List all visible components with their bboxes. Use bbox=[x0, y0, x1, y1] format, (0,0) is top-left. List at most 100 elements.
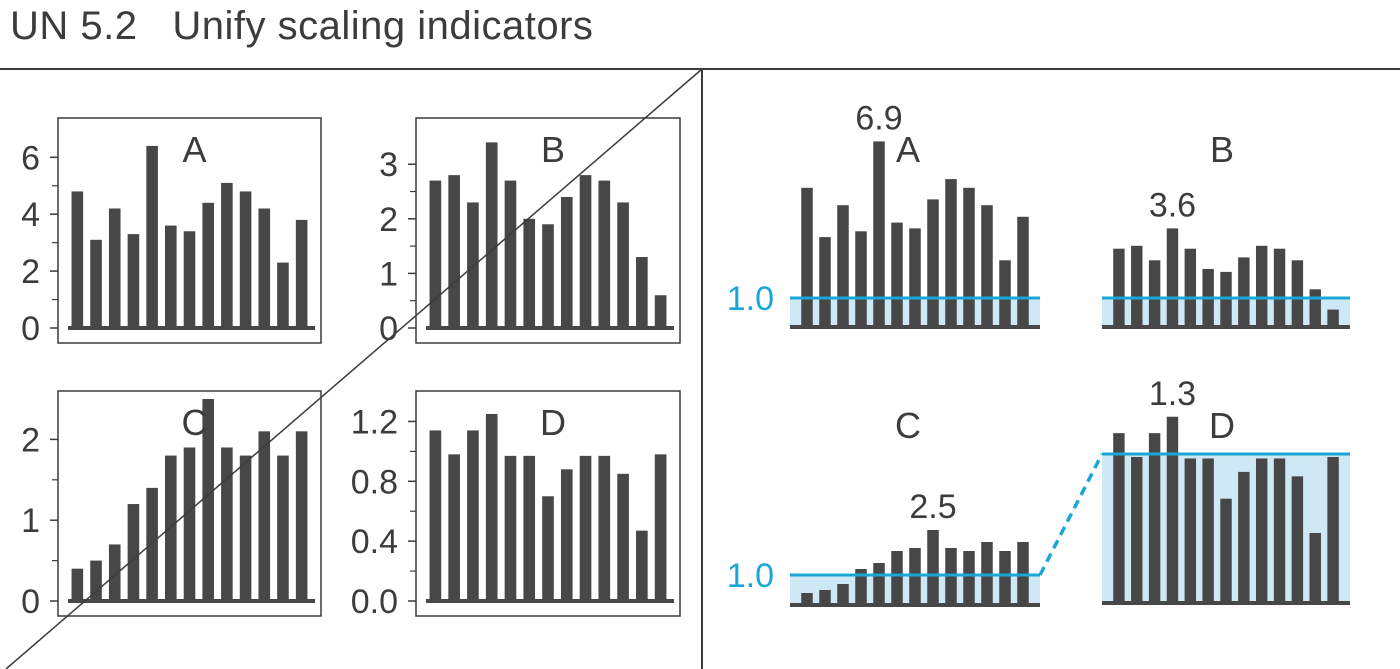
page-title: UN 5.2 Unify scaling indicators bbox=[10, 4, 594, 48]
panel-a-bar bbox=[239, 191, 252, 328]
panel-d-bar bbox=[654, 454, 667, 601]
panel-c-bar bbox=[71, 568, 84, 601]
unified-d-bar bbox=[1255, 458, 1268, 603]
panel-b-bar bbox=[467, 202, 479, 328]
panel-a-bar bbox=[277, 262, 289, 328]
panel-c-tick-label: 2 bbox=[21, 421, 40, 459]
unified-b-bar bbox=[1309, 289, 1321, 327]
panel-a-bar bbox=[221, 182, 233, 328]
unified-c-bar bbox=[999, 551, 1011, 605]
panel-c-bar bbox=[221, 447, 233, 601]
panel-d-bar bbox=[467, 430, 479, 601]
panel-d-tick-label: 0.4 bbox=[351, 523, 398, 561]
panel-c-bar bbox=[202, 399, 214, 601]
unified-b-bar bbox=[1327, 309, 1339, 327]
unified-c-bar bbox=[855, 569, 867, 605]
unified-d-bar bbox=[1131, 456, 1143, 603]
unified-c-bar bbox=[963, 551, 975, 605]
panel-d-label: D bbox=[540, 402, 566, 443]
panel-b-bar bbox=[485, 142, 498, 328]
panel-c-bar bbox=[258, 431, 271, 601]
panel-c-bar bbox=[108, 544, 121, 601]
unified-b-bar bbox=[1148, 260, 1161, 327]
panel-a-tick-label: 6 bbox=[21, 139, 40, 177]
unified-a-bar bbox=[945, 179, 957, 327]
unified-c-bar bbox=[927, 530, 939, 605]
panel-d-tick-label: 0.0 bbox=[351, 583, 398, 621]
panel-d-bar bbox=[523, 455, 536, 601]
panel-b-label: B bbox=[541, 129, 565, 170]
panel-c-label: C bbox=[182, 402, 208, 443]
unified-d-bar bbox=[1291, 476, 1304, 603]
unified-b-bar bbox=[1131, 245, 1143, 327]
panel-b-bar bbox=[579, 175, 592, 328]
unified-b-bar bbox=[1238, 257, 1250, 327]
unified-a-bar bbox=[891, 222, 903, 327]
unified-c-bar bbox=[873, 563, 885, 605]
unified-b-bar bbox=[1273, 248, 1286, 327]
panel-a-label: A bbox=[182, 129, 206, 170]
panel-b-tick-label: 1 bbox=[379, 255, 398, 293]
unified-c-max-label: 2.5 bbox=[909, 488, 956, 526]
panel-a-frame bbox=[57, 117, 322, 344]
unified-c-label: C bbox=[895, 405, 921, 446]
unified-b-bar bbox=[1255, 245, 1268, 327]
panel-b-tick-label: 2 bbox=[379, 201, 398, 239]
panel-b-bar bbox=[636, 257, 648, 328]
panel-d-bar bbox=[504, 455, 517, 601]
panel-b-bar bbox=[617, 202, 629, 328]
panel-a-bar bbox=[202, 202, 214, 328]
panel-c-bar bbox=[277, 455, 289, 601]
panel-c-bar bbox=[295, 431, 308, 601]
panel-d-tick-label: 0.8 bbox=[351, 463, 398, 501]
panel-d-bar bbox=[560, 469, 573, 601]
panel-d-bar bbox=[429, 430, 442, 601]
unified-b-max-label: 3.6 bbox=[1149, 186, 1196, 224]
panel-a-bar bbox=[90, 239, 102, 328]
panel-b-bar bbox=[654, 295, 667, 328]
panel-a-bar bbox=[127, 234, 140, 328]
panel-b-tick-label: 0 bbox=[379, 310, 398, 348]
panel-b-bar bbox=[429, 180, 442, 328]
panel-c-tick-label: 0 bbox=[21, 583, 40, 621]
panel-d-frame bbox=[415, 390, 681, 617]
panel-c-bar bbox=[239, 455, 252, 601]
unified-b-bar bbox=[1166, 228, 1179, 327]
panel-c-bar bbox=[90, 560, 102, 601]
unified-a-bar bbox=[981, 205, 993, 327]
panel-a-tick-label: 2 bbox=[21, 253, 40, 291]
panel-b-frame bbox=[415, 117, 681, 344]
panel-c-bar bbox=[183, 447, 196, 601]
unified-a-reference-label: 1.0 bbox=[727, 280, 774, 318]
unified-d-bar bbox=[1238, 471, 1250, 603]
panel-d-bar bbox=[448, 454, 460, 601]
unified-a-bar bbox=[999, 260, 1011, 327]
unified-c-reference-label: 1.0 bbox=[727, 557, 774, 595]
unified-d-bar bbox=[1327, 456, 1339, 603]
panel-d-bar bbox=[636, 530, 648, 601]
panel-a-bar bbox=[71, 191, 84, 328]
unified-c-bar bbox=[819, 590, 831, 605]
panel-a-tick-label: 4 bbox=[21, 196, 40, 234]
unified-a-bar bbox=[837, 205, 849, 327]
unified-b-label: B bbox=[1210, 129, 1234, 170]
panel-c-tick-label: 1 bbox=[21, 502, 40, 540]
panel-b-bar bbox=[504, 180, 517, 328]
unified-d-bar bbox=[1309, 532, 1321, 603]
unified-d-bar bbox=[1148, 433, 1161, 603]
unified-d-bar bbox=[1113, 433, 1125, 603]
panel-b-bar bbox=[542, 224, 554, 328]
unified-a-max-label: 6.9 bbox=[855, 99, 902, 137]
panel-c-bar bbox=[165, 455, 177, 601]
panel-a-bar bbox=[258, 208, 271, 328]
panel-d-bar bbox=[485, 413, 498, 601]
unified-a-bar bbox=[855, 231, 867, 327]
unified-a-label: A bbox=[896, 129, 920, 170]
unified-d-max-label: 1.3 bbox=[1149, 375, 1196, 413]
unified-d-bar bbox=[1184, 458, 1197, 603]
unified-a-bar bbox=[963, 187, 975, 327]
panel-b-bar bbox=[560, 196, 573, 328]
unified-a-bar bbox=[819, 237, 831, 327]
panel-d-bar bbox=[598, 455, 611, 601]
